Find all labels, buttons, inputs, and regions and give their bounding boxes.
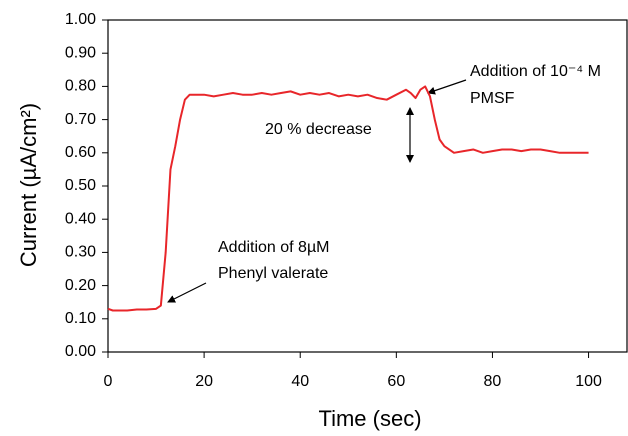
data-line <box>107 85 589 312</box>
y-tick-label: 0.20 <box>65 277 96 294</box>
y-tick-label: 0.60 <box>65 144 96 161</box>
annotation: Phenyl valerate <box>218 265 328 282</box>
y-tick-label: 0.70 <box>65 111 96 128</box>
y-tick-label: 0.10 <box>65 310 96 327</box>
annotation: 20 % decrease <box>265 121 372 138</box>
y-tick-label: 0.90 <box>65 44 96 61</box>
y-tick-label: 1.00 <box>65 11 96 28</box>
y-tick-label: 0.50 <box>65 177 96 194</box>
annotation: Addition of 8µM <box>218 239 330 256</box>
y-tick-label: 0.30 <box>65 244 96 261</box>
x-tick-label: 60 <box>387 373 405 390</box>
y-tick-label: 0.80 <box>65 78 96 95</box>
annotation-arrow <box>167 282 207 303</box>
y-axis-title: Current (µA/cm²) <box>16 103 41 267</box>
x-tick-label: 100 <box>575 373 602 390</box>
y-tick-label: 0.00 <box>65 343 96 360</box>
x-tick-label: 0 <box>104 373 113 390</box>
x-axis-title: Time (sec) <box>318 406 421 431</box>
annotation: Addition of 10⁻⁴ M <box>470 63 601 80</box>
x-tick-label: 40 <box>291 373 309 390</box>
x-tick-label: 80 <box>484 373 502 390</box>
annotation-arrow <box>427 79 467 95</box>
annotation: PMSF <box>470 90 515 107</box>
y-tick-label: 0.40 <box>65 210 96 227</box>
x-tick-label: 20 <box>195 373 213 390</box>
